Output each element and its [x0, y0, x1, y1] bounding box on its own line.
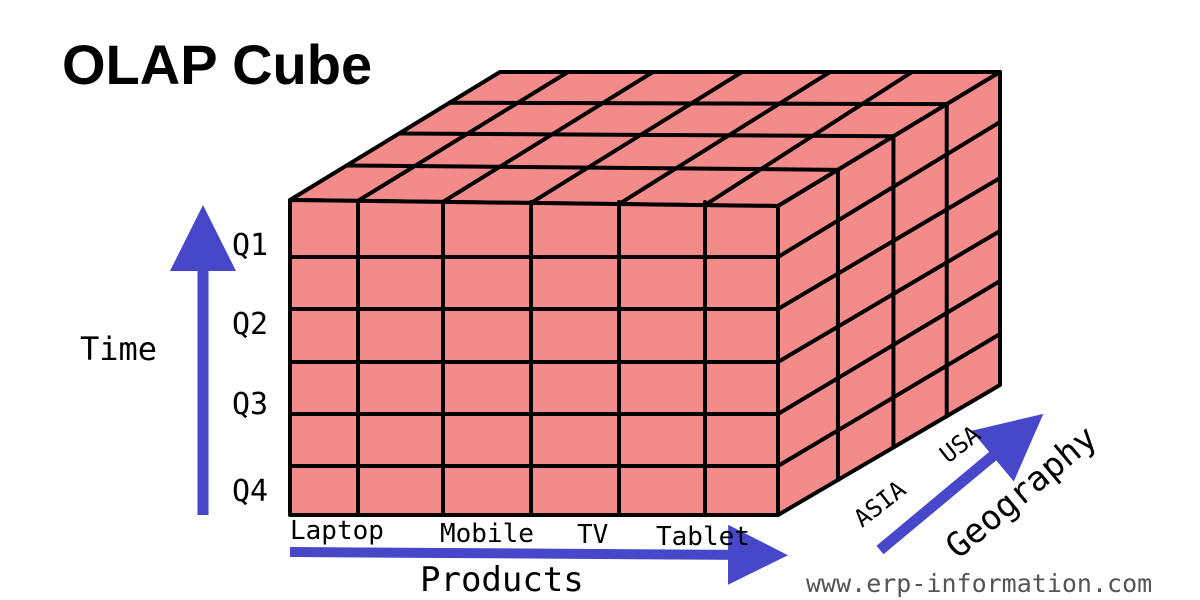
- quarter-label-q1: Q1: [232, 228, 268, 263]
- side-grid-row-3: [776, 229, 1002, 364]
- region-label-asia: ASIA: [848, 475, 911, 533]
- top-grid-column-1: [356, 70, 570, 203]
- product-label-laptop: Laptop: [290, 516, 384, 546]
- quarter-label-q4: Q4: [232, 474, 268, 509]
- side-grid-row-4: [776, 279, 1002, 416]
- olap-cube: [288, 70, 1002, 517]
- products-axis: Laptop Mobile TV Tablet Products: [289, 516, 788, 600]
- product-label-mobile: Mobile: [440, 519, 534, 549]
- top-grid-column-5: [703, 70, 914, 208]
- top-grid-column-4: [617, 70, 832, 207]
- cube-grid-lines: [288, 70, 1002, 517]
- top-grid-depth-1: [344, 163, 840, 172]
- quarter-label-q3: Q3: [232, 387, 268, 422]
- geography-arrow: [876, 413, 1044, 555]
- side-grid-row-5: [776, 332, 1002, 468]
- watermark: www.erp-information.com: [806, 569, 1152, 598]
- top-grid-depth-3: [447, 100, 949, 107]
- cube-front-face: [288, 198, 780, 517]
- top-grid-depth-2: [397, 131, 896, 139]
- side-grid-row-2: [776, 176, 1002, 311]
- product-label-tv: TV: [577, 520, 608, 550]
- top-grid-column-3: [529, 70, 744, 205]
- product-label-tablet: Tablet: [656, 522, 750, 552]
- quarter-label-q2: Q2: [232, 307, 268, 342]
- products-arrow: [289, 524, 788, 585]
- time-axis: Time Q1 Q2 Q3 Q4: [80, 205, 268, 515]
- side-grid-row-1: [776, 120, 1002, 259]
- time-axis-label: Time: [80, 330, 157, 368]
- top-grid-column-2: [441, 70, 655, 204]
- page-title: OLAP Cube: [62, 33, 372, 96]
- products-axis-label: Products: [420, 560, 584, 600]
